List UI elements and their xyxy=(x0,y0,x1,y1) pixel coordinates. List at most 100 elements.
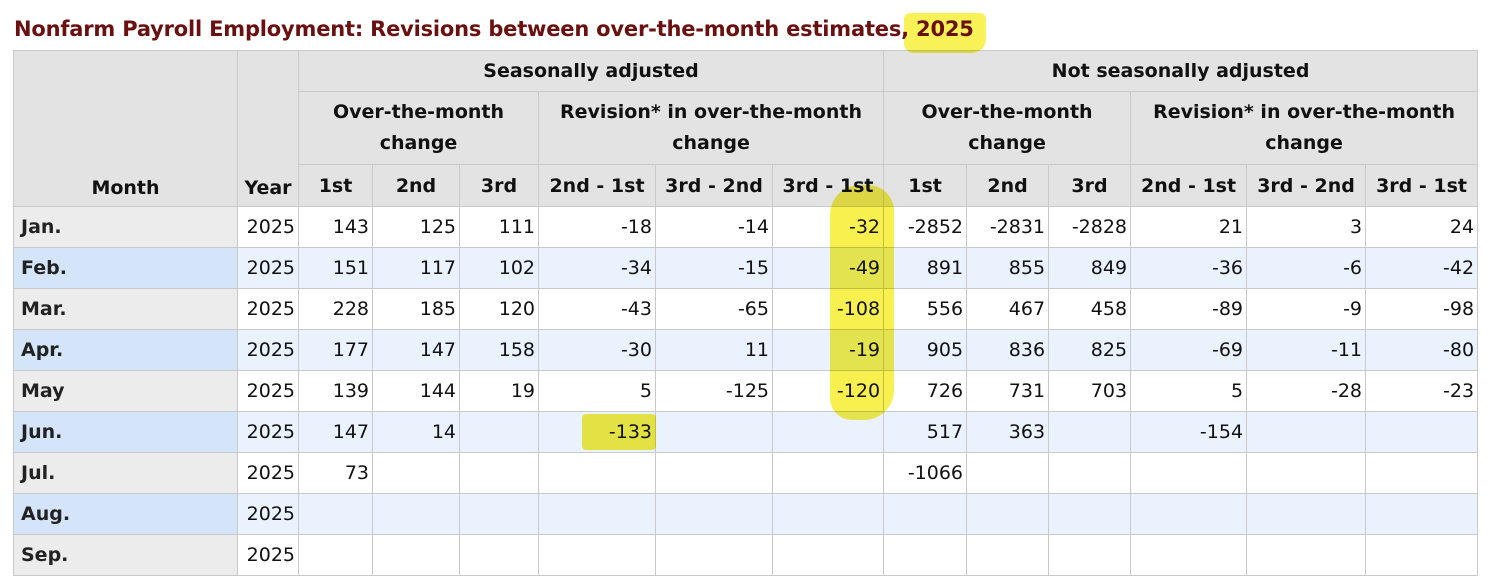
cell-sa-2nd xyxy=(372,534,460,576)
cell-nsa-2nd: 467 xyxy=(966,288,1050,330)
cell-nsa-1st: 891 xyxy=(883,247,968,289)
cell-sa-3rd xyxy=(459,493,539,535)
col-header-nsa-2nd: 2nd xyxy=(966,164,1050,207)
cell-nsa-2nd xyxy=(966,493,1050,535)
cell-nsa-2nd-minus-1st: -36 xyxy=(1130,247,1248,289)
cell-sa-3rd: 120 xyxy=(459,288,539,330)
cell-sa-3rd-minus-2nd xyxy=(655,534,773,576)
cell-nsa-3rd: 849 xyxy=(1048,247,1132,289)
cell-month: Jul. xyxy=(13,452,238,494)
cell-year: 2025 xyxy=(237,288,299,330)
cell-nsa-2nd xyxy=(966,452,1050,494)
cell-nsa-3rd-minus-1st: -98 xyxy=(1365,288,1479,330)
cell-year: 2025 xyxy=(237,534,299,576)
cell-sa-1st: 139 xyxy=(298,370,373,412)
cell-nsa-2nd-minus-1st: -69 xyxy=(1130,329,1248,371)
cell-sa-2nd-minus-1st: -34 xyxy=(538,247,656,289)
col-header-sa-3rd-minus-2nd: 3rd - 2nd xyxy=(655,164,773,207)
cell-nsa-1st: -2852 xyxy=(883,206,968,248)
cell-nsa-3rd: 458 xyxy=(1048,288,1132,330)
cell-nsa-3rd: -2828 xyxy=(1048,206,1132,248)
col-header-nsa-3rd: 3rd xyxy=(1048,164,1132,207)
payroll-revisions-table: Month Year Seasonally adjusted Not seaso… xyxy=(13,50,1479,576)
col-header-sa-3rd: 3rd xyxy=(459,164,539,207)
cell-nsa-3rd xyxy=(1048,411,1132,453)
table-row: Apr.2025177147158-3011-19905836825-69-11… xyxy=(13,329,1479,371)
cell-sa-3rd-minus-2nd: -65 xyxy=(655,288,773,330)
page-title: Nonfarm Payroll Employment: Revisions be… xyxy=(14,17,974,41)
cell-sa-3rd-minus-1st xyxy=(771,493,885,535)
cell-sa-1st: 177 xyxy=(298,329,373,371)
cell-sa-2nd: 125 xyxy=(372,206,460,248)
cell-sa-2nd xyxy=(372,452,460,494)
cell-month: Mar. xyxy=(13,288,238,330)
cell-nsa-2nd-minus-1st: 21 xyxy=(1130,206,1248,248)
cell-nsa-3rd-minus-1st: 24 xyxy=(1365,206,1479,248)
cell-nsa-2nd: -2831 xyxy=(966,206,1050,248)
cell-nsa-2nd: 855 xyxy=(966,247,1050,289)
cell-nsa-3rd-minus-1st xyxy=(1365,534,1479,576)
cell-sa-3rd: 158 xyxy=(459,329,539,371)
cell-sa-2nd-minus-1st xyxy=(538,452,656,494)
table-body: Jan.2025143125111-18-14-32-2852-2831-282… xyxy=(13,206,1479,576)
title-text: Nonfarm Payroll Employment: Revisions be… xyxy=(14,17,902,41)
cell-sa-3rd: 19 xyxy=(459,370,539,412)
cell-nsa-2nd-minus-1st: -154 xyxy=(1130,411,1248,453)
cell-sa-3rd-minus-2nd: -14 xyxy=(655,206,773,248)
cell-nsa-1st: 905 xyxy=(883,329,968,371)
cell-nsa-3rd-minus-2nd: 3 xyxy=(1246,206,1367,248)
col-header-sa-1st: 1st xyxy=(298,164,373,207)
cell-sa-3rd-minus-2nd: 11 xyxy=(655,329,773,371)
cell-sa-2nd-minus-1st: 5 xyxy=(538,370,656,412)
cell-sa-3rd: 102 xyxy=(459,247,539,289)
cell-nsa-1st xyxy=(883,534,968,576)
cell-nsa-3rd-minus-2nd xyxy=(1246,452,1367,494)
cell-sa-1st: 151 xyxy=(298,247,373,289)
cell-nsa-3rd-minus-1st xyxy=(1365,452,1479,494)
cell-nsa-3rd-minus-2nd xyxy=(1246,411,1367,453)
cell-sa-2nd: 144 xyxy=(372,370,460,412)
col-header-month[interactable]: Month xyxy=(13,50,238,207)
cell-nsa-3rd-minus-1st: -23 xyxy=(1365,370,1479,412)
cell-nsa-3rd-minus-1st: -42 xyxy=(1365,247,1479,289)
cell-nsa-3rd-minus-1st: -80 xyxy=(1365,329,1479,371)
table-row: Jul. 2025 73 -1066 xyxy=(13,452,1479,494)
cell-nsa-1st: 726 xyxy=(883,370,968,412)
cell-year: 2025 xyxy=(237,411,299,453)
cell-sa-2nd-minus-1st: -18 xyxy=(538,206,656,248)
cell-nsa-2nd-minus-1st xyxy=(1130,452,1248,494)
cell-nsa-1st xyxy=(883,493,968,535)
cell-nsa-2nd-minus-1st: 5 xyxy=(1130,370,1248,412)
cell-nsa-2nd: 836 xyxy=(966,329,1050,371)
cell-nsa-3rd: 825 xyxy=(1048,329,1132,371)
cell-nsa-3rd-minus-2nd: -9 xyxy=(1246,288,1367,330)
cell-month: Aug. xyxy=(13,493,238,535)
cell-month: Sep. xyxy=(13,534,238,576)
col-header-year[interactable]: Year xyxy=(237,50,299,207)
cell-sa-1st: 143 xyxy=(298,206,373,248)
cell-nsa-3rd-minus-1st xyxy=(1365,493,1479,535)
cell-month: Apr. xyxy=(13,329,238,371)
subgroup-header-nsa-over-the-month: Over-the-month change xyxy=(883,91,1132,165)
table-row: Feb.2025151117102-34-15-49891855849-36-6… xyxy=(13,247,1479,289)
cell-sa-3rd-minus-2nd: -15 xyxy=(655,247,773,289)
cell-month: May xyxy=(13,370,238,412)
cell-nsa-3rd xyxy=(1048,493,1132,535)
highlight-title-year xyxy=(904,13,986,53)
cell-nsa-3rd-minus-2nd: -11 xyxy=(1246,329,1367,371)
cell-year: 2025 xyxy=(237,493,299,535)
cell-year: 2025 xyxy=(237,206,299,248)
cell-year: 2025 xyxy=(237,247,299,289)
cell-nsa-2nd: 731 xyxy=(966,370,1050,412)
col-header-nsa-2nd-minus-1st: 2nd - 1st xyxy=(1130,164,1248,207)
highlight-sa-3rd-minus-1st xyxy=(830,185,894,420)
cell-sa-3rd-minus-2nd xyxy=(655,452,773,494)
cell-sa-3rd-minus-1st xyxy=(771,452,885,494)
cell-sa-3rd xyxy=(459,452,539,494)
col-header-sa-2nd: 2nd xyxy=(372,164,460,207)
cell-sa-2nd xyxy=(372,493,460,535)
cell-nsa-2nd-minus-1st xyxy=(1130,493,1248,535)
cell-year: 2025 xyxy=(237,329,299,371)
